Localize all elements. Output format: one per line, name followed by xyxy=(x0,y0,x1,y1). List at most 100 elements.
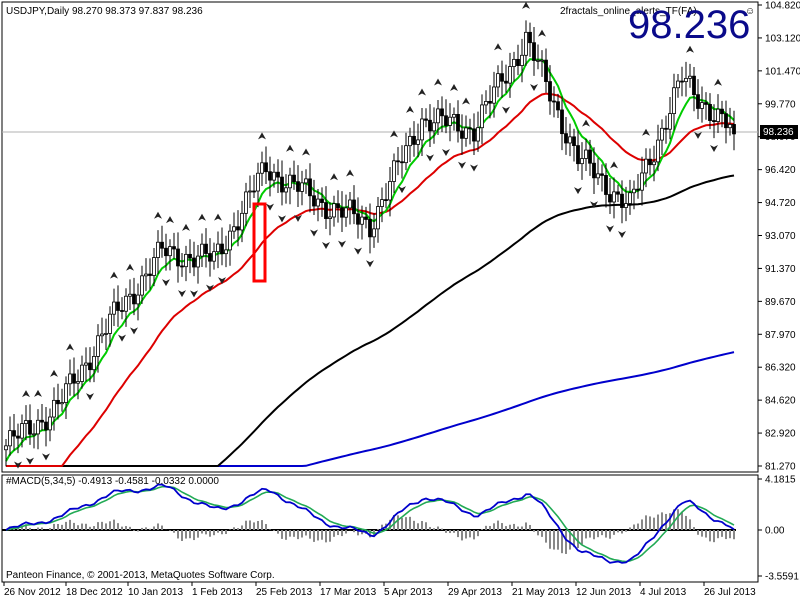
time-tick-label: 4 Jul 2013 xyxy=(640,587,687,598)
macd-histogram-bar xyxy=(473,530,475,540)
fractal-down-arrow xyxy=(14,461,22,469)
time-tick-label: 21 May 2013 xyxy=(512,587,570,598)
candle-body xyxy=(644,158,648,174)
macd-histogram-bar xyxy=(521,526,523,530)
candle-body xyxy=(696,94,700,109)
candle-body xyxy=(180,265,184,268)
macd-histogram-bar xyxy=(537,530,539,536)
macd-histogram-bar xyxy=(461,530,463,541)
candle-body xyxy=(484,100,488,106)
candle-body xyxy=(112,301,116,315)
macd-histogram-bar xyxy=(241,525,243,530)
macd-histogram-bar xyxy=(317,530,319,541)
candle-body xyxy=(184,253,188,268)
macd-histogram-bar xyxy=(81,523,83,530)
candle-body xyxy=(560,109,564,135)
macd-histogram-bar xyxy=(421,521,423,530)
candle-body xyxy=(528,31,532,44)
macd-histogram-bar xyxy=(357,530,359,536)
current-price-label: 98.236 xyxy=(763,127,794,138)
macd-histogram-bar xyxy=(229,529,231,530)
candle-body xyxy=(700,102,704,109)
symbol-info: USDJPY,Daily 98.270 98.373 97.837 98.236 xyxy=(6,6,203,17)
macd-histogram-bar xyxy=(557,530,559,550)
candle-body xyxy=(92,356,96,371)
macd-histogram-bar xyxy=(605,530,607,538)
macd-histogram-bar xyxy=(657,514,659,530)
candle-body xyxy=(572,136,576,146)
macd-histogram-bar xyxy=(269,529,271,530)
candle-body xyxy=(432,122,436,132)
candle-body xyxy=(388,181,392,201)
macd-histogram-bar xyxy=(161,525,163,530)
macd-histogram-bar xyxy=(253,522,255,530)
macd-histogram-bar xyxy=(153,526,155,530)
fractal-up-arrow xyxy=(110,271,118,279)
macd-histogram-bar xyxy=(441,528,443,530)
candle-body xyxy=(608,194,612,203)
macd-histogram-bar xyxy=(97,522,99,530)
candle-body xyxy=(144,273,148,277)
candle-body xyxy=(68,373,72,385)
fractal-up-arrow xyxy=(286,144,294,152)
candle-body xyxy=(712,120,716,123)
macd-histogram-bar xyxy=(585,530,587,539)
main-chart-area[interactable] xyxy=(1,1,759,473)
candle-body xyxy=(132,293,136,305)
candle-body xyxy=(616,191,620,195)
time-tick-label: 26 Nov 2012 xyxy=(4,587,61,598)
price-tick-label: 103.120 xyxy=(765,33,800,44)
fractal-up-arrow xyxy=(126,263,134,271)
candle-body xyxy=(96,335,100,357)
macd-label: #MACD(5,34,5) -0.4913 -0.4581 -0.0332 0.… xyxy=(6,476,219,487)
macd-histogram-bar xyxy=(673,509,675,530)
macd-histogram-bar xyxy=(677,509,679,530)
candle-body xyxy=(480,104,484,129)
fractal-up-arrow xyxy=(450,83,458,91)
macd-histogram-bar xyxy=(469,530,471,538)
fractal-up-arrow xyxy=(258,132,266,140)
macd-histogram-bar xyxy=(705,530,707,538)
candle-body xyxy=(44,421,48,431)
candle-body xyxy=(140,275,144,296)
macd-histogram-bar xyxy=(525,522,527,530)
indicator-name: 2fractals_online_alerts_TF(FA) xyxy=(560,6,697,17)
price-tick-label: 96.420 xyxy=(765,165,796,176)
macd-histogram-bar xyxy=(453,530,455,533)
candle-body xyxy=(288,174,292,189)
candle-body xyxy=(716,108,720,123)
candle-body xyxy=(260,162,264,174)
candles xyxy=(4,20,736,467)
macd-histogram-bar xyxy=(409,516,411,530)
macd-histogram-bar xyxy=(649,516,651,530)
macd-histogram-bar xyxy=(621,530,623,534)
candle-body xyxy=(384,199,388,201)
candle-body xyxy=(80,364,84,382)
candle-body xyxy=(636,188,640,191)
fractal-up-arrow xyxy=(302,148,310,156)
macd-histogram-bar xyxy=(429,526,431,530)
candle-body xyxy=(152,257,156,276)
candle-body xyxy=(544,59,548,82)
fractal-down-arrow xyxy=(130,327,138,335)
macd-histogram-bar xyxy=(517,526,519,530)
fractal-down-arrow xyxy=(442,148,450,156)
candle-body xyxy=(448,116,452,126)
fractal-down-arrow xyxy=(338,240,346,248)
candle-body xyxy=(64,383,68,403)
candle-body xyxy=(20,423,24,439)
macd-histogram-bar xyxy=(465,530,467,539)
macd-panel[interactable] xyxy=(1,474,759,583)
macd-histogram-bar xyxy=(393,514,395,530)
candle-body xyxy=(160,241,164,249)
macd-histogram-bar xyxy=(285,530,287,540)
price-tick-label: 84.620 xyxy=(765,396,796,407)
candle-body xyxy=(236,226,240,231)
macd-histogram-bar xyxy=(709,530,711,542)
candle-body xyxy=(456,114,460,132)
fractal-down-arrow xyxy=(426,154,434,162)
candle-body xyxy=(732,124,736,135)
candle-body xyxy=(656,139,660,163)
candle-body xyxy=(264,162,268,173)
